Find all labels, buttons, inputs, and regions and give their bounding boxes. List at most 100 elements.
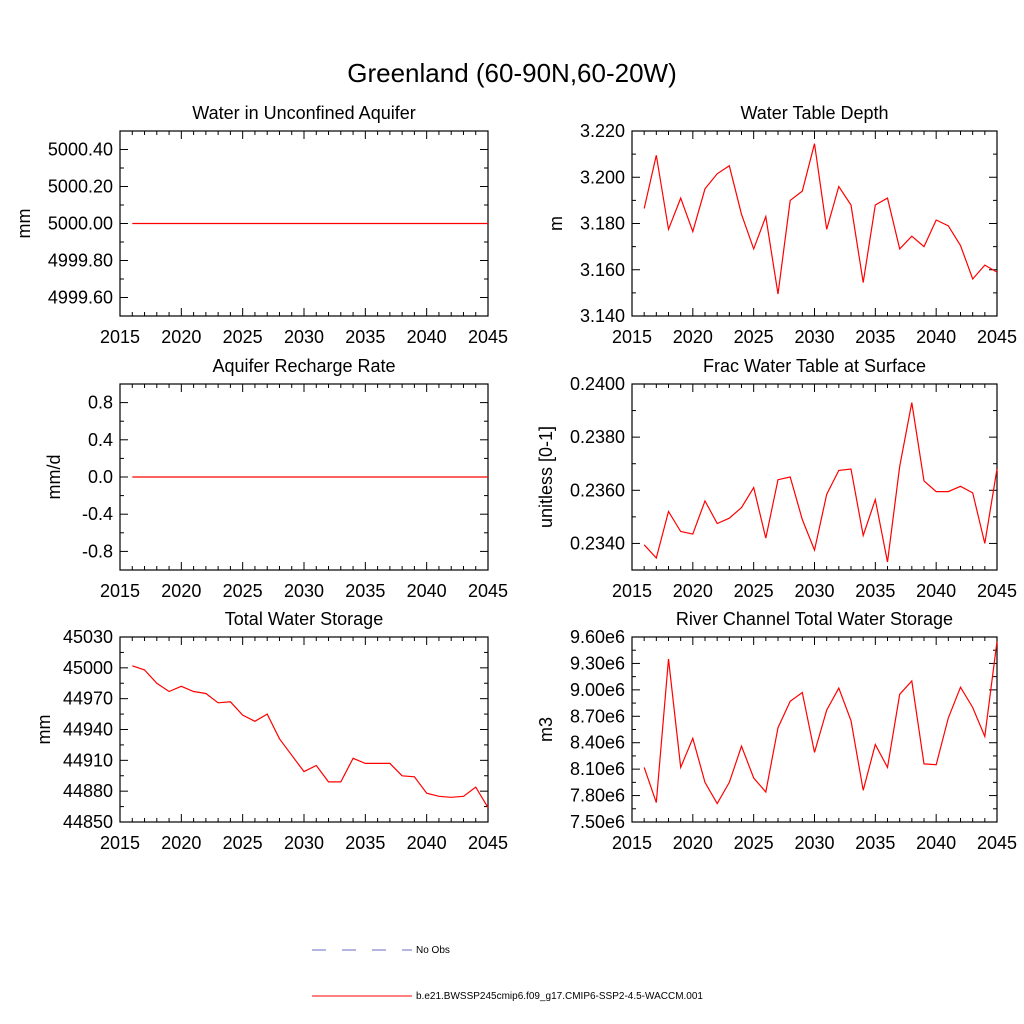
y-tick-label: 4999.60 (48, 288, 113, 308)
x-tick-label: 2020 (673, 581, 713, 601)
x-tick-label: 2020 (673, 327, 713, 347)
x-tick-label: 2025 (734, 833, 774, 853)
x-tick-label: 2035 (345, 581, 385, 601)
series-line (643, 143, 998, 295)
x-tick-label: 2045 (468, 581, 508, 601)
series-line (643, 402, 998, 563)
x-tick-label: 2040 (407, 581, 447, 601)
y-axis-label: unitless [0-1] (536, 426, 556, 528)
chart-title: River Channel Total Water Storage (676, 609, 953, 629)
y-tick-label: 44940 (63, 720, 113, 740)
x-tick-label: 2015 (612, 581, 652, 601)
y-tick-label: 0.4 (88, 430, 113, 450)
y-tick-label: -0.4 (82, 504, 113, 524)
chart-panel-6: River Channel Total Water Storage 2015 202… (536, 609, 1017, 853)
y-tick-label: 44910 (63, 750, 113, 770)
x-tick-label: 2035 (855, 581, 895, 601)
x-tick-label: 2035 (855, 833, 895, 853)
x-tick-label: 2030 (794, 581, 834, 601)
x-tick-label: 2020 (161, 833, 201, 853)
y-tick-label: 44850 (63, 812, 113, 832)
series-line (132, 665, 489, 808)
x-tick-label: 2030 (794, 327, 834, 347)
legend-label-no-obs: No Obs (416, 945, 450, 956)
y-tick-label: 7.80e6 (570, 786, 625, 806)
plot-frame (631, 636, 998, 823)
x-tick-label: 2045 (468, 327, 508, 347)
x-tick-label: 2030 (284, 581, 324, 601)
x-tick-label: 2025 (223, 833, 263, 853)
y-tick-label: 8.70e6 (570, 706, 625, 726)
y-tick-label: 0.2400 (570, 374, 625, 394)
x-tick-label: 2015 (612, 327, 652, 347)
x-tick-label: 2030 (284, 833, 324, 853)
x-tick-label: 2040 (916, 833, 956, 853)
y-tick-label: 5000.00 (48, 214, 113, 234)
x-tick-label: 2025 (223, 327, 263, 347)
x-tick-label: 2045 (468, 833, 508, 853)
x-tick-label: 2015 (612, 833, 652, 853)
y-tick-label: 0.2380 (570, 427, 625, 447)
y-tick-label: 9.60e6 (570, 627, 625, 647)
y-axis-label: mm (14, 209, 34, 239)
y-tick-label: 0.2360 (570, 480, 625, 500)
y-tick-label: 44880 (63, 781, 113, 801)
chart-title: Aquifer Recharge Rate (212, 356, 395, 376)
x-tick-label: 2045 (977, 581, 1017, 601)
y-tick-label: 3.200 (580, 167, 625, 187)
y-tick-label: 7.50e6 (570, 812, 625, 832)
chart-panel-1: Water in Unconfined Aquifer 2015 2020 2025 2… (14, 103, 508, 347)
series-line (643, 641, 998, 805)
y-axis-label: mm/d (44, 455, 64, 500)
x-tick-label: 2015 (100, 327, 140, 347)
x-tick-label: 2040 (407, 833, 447, 853)
chart-panel-5: Total Water Storage 2015 2020 2025 2030 2035 2… (34, 609, 508, 853)
x-tick-label: 2040 (916, 327, 956, 347)
x-tick-label: 2025 (223, 581, 263, 601)
x-tick-label: 2030 (794, 833, 834, 853)
x-tick-label: 2015 (100, 581, 140, 601)
x-tick-label: 2040 (407, 327, 447, 347)
y-tick-label: 0.2340 (570, 533, 625, 553)
x-tick-label: 2040 (916, 581, 956, 601)
chart-panel-3: Aquifer Recharge Rate 2015 2020 2025 2030 203… (44, 356, 508, 601)
x-tick-label: 2035 (855, 327, 895, 347)
x-tick-label: 2020 (673, 833, 713, 853)
y-tick-label: 3.140 (580, 306, 625, 326)
y-tick-label: 3.220 (580, 121, 625, 141)
plot-frame (631, 383, 998, 571)
y-tick-label: 45030 (63, 627, 113, 647)
x-tick-label: 2045 (977, 833, 1017, 853)
chart-title: Total Water Storage (225, 609, 383, 629)
x-tick-label: 2030 (284, 327, 324, 347)
chart-title: Frac Water Table at Surface (703, 356, 926, 376)
y-tick-label: 44970 (63, 689, 113, 709)
y-tick-label: 3.180 (580, 214, 625, 234)
x-tick-label: 2035 (345, 327, 385, 347)
y-tick-label: -0.8 (82, 541, 113, 561)
x-tick-label: 2020 (161, 327, 201, 347)
y-tick-label: 9.30e6 (570, 653, 625, 673)
chart-panel-2: Water Table Depth 2015 2020 2025 2030 2035 204… (546, 103, 1017, 347)
y-tick-label: 5000.40 (48, 140, 113, 160)
chart-title: Water in Unconfined Aquifer (192, 103, 415, 123)
y-axis-label: m3 (536, 717, 556, 742)
y-tick-label: 0.0 (88, 467, 113, 487)
x-tick-label: 2025 (734, 327, 774, 347)
x-tick-label: 2045 (977, 327, 1017, 347)
legend-label-model-run: b.e21.BWSSP245cmip6.f09_g17.CMIP6-SSP2-4… (416, 991, 703, 1002)
x-tick-label: 2015 (100, 833, 140, 853)
chart-panel-4: Frac Water Table at Surface 2015 2020 2025 2… (536, 356, 1017, 601)
chart-panels: Water in Unconfined Aquifer 2015 2020 2025 2… (14, 103, 1017, 853)
x-tick-label: 2035 (345, 833, 385, 853)
y-tick-label: 8.10e6 (570, 759, 625, 779)
figure-title: Greenland (60-90N,60-20W) (347, 58, 677, 88)
chart-title: Water Table Depth (740, 103, 888, 123)
y-tick-label: 5000.20 (48, 177, 113, 197)
y-tick-label: 45000 (63, 658, 113, 678)
y-tick-label: 3.160 (580, 260, 625, 280)
y-tick-label: 8.40e6 (570, 733, 625, 753)
y-tick-label: 4999.80 (48, 251, 113, 271)
legend: No Obs b.e21.BWSSP245cmip6.f09_g17.CMIP6… (312, 945, 703, 1002)
